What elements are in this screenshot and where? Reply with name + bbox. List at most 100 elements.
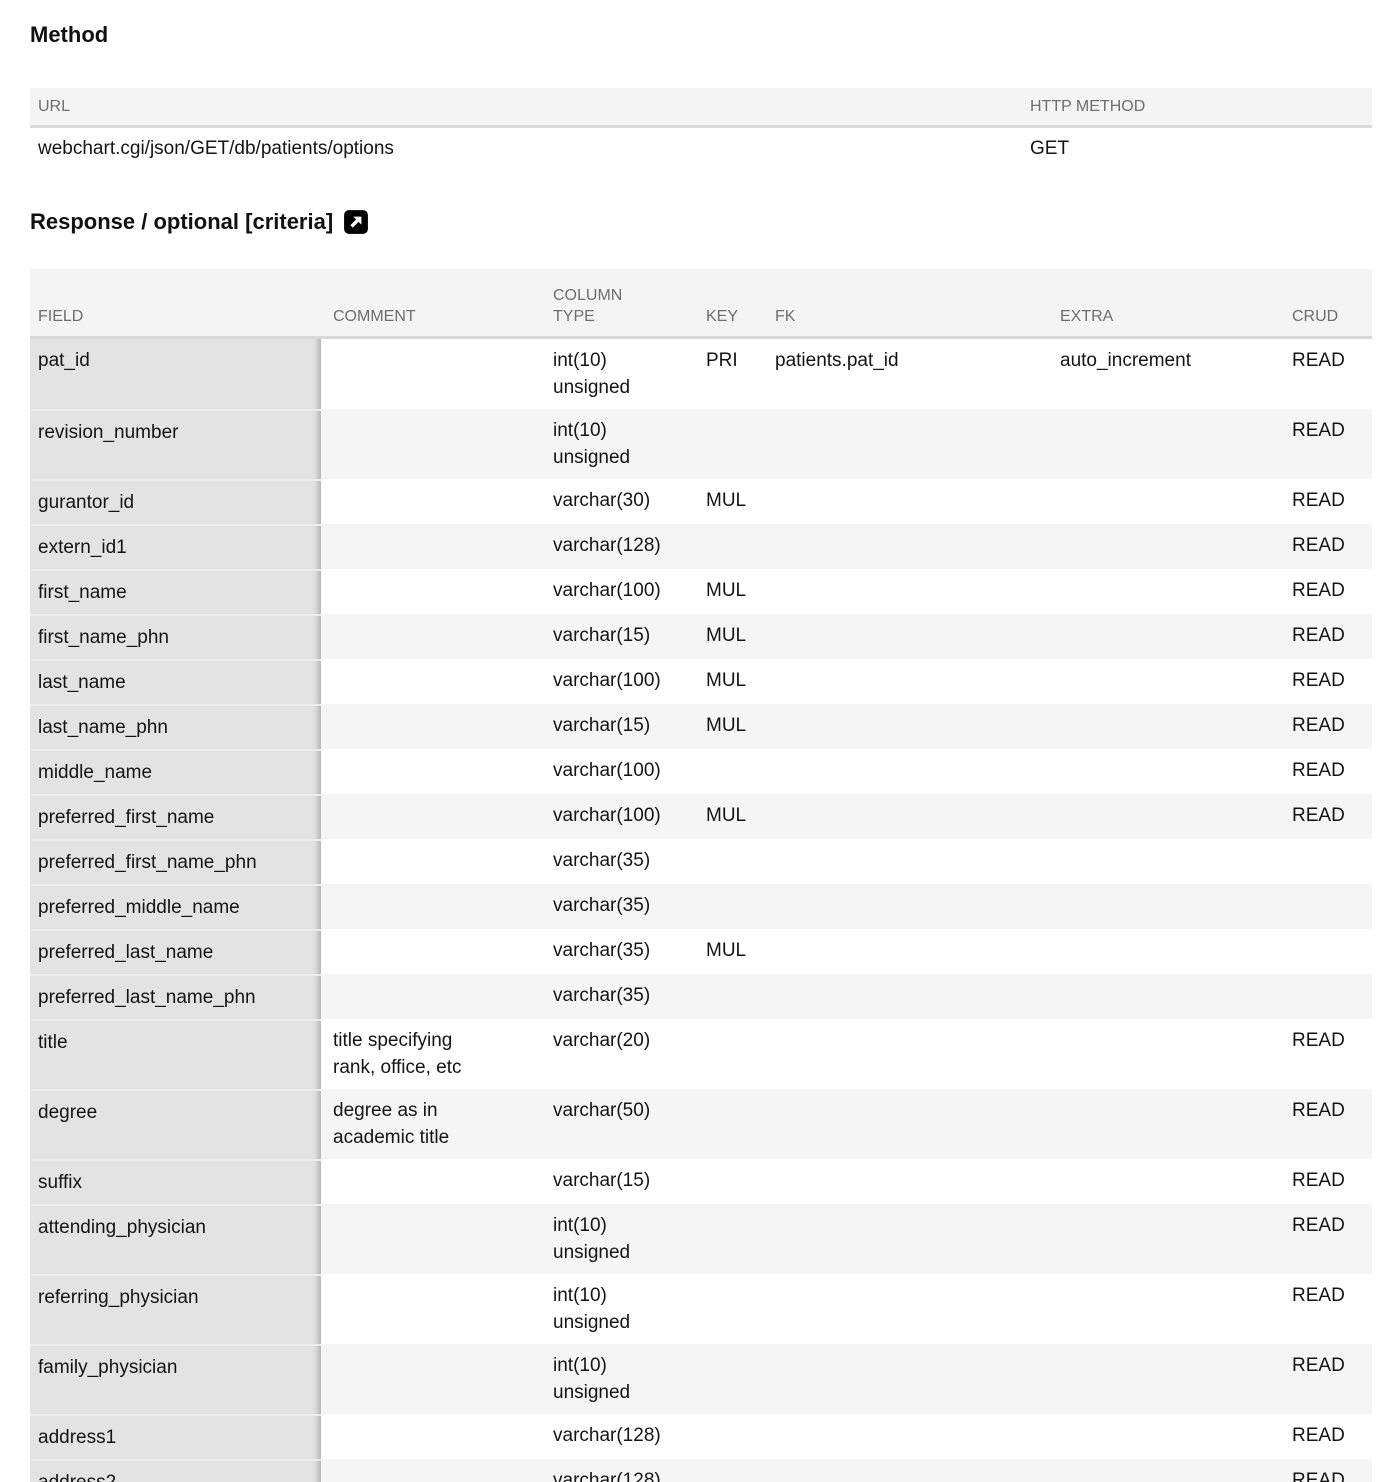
key-cell xyxy=(694,1204,763,1274)
field-name-cell: extern_id1 xyxy=(30,524,321,569)
column-type-cell: varchar(15) xyxy=(553,625,651,646)
crud-cell: READ xyxy=(1292,350,1345,371)
method-table-body: webchart.cgi/json/GET/db/patients/option… xyxy=(30,128,1372,170)
key-cell xyxy=(694,839,763,884)
extra-cell xyxy=(1048,1019,1280,1089)
field-name-cell: address2 xyxy=(30,1459,321,1482)
table-row: last_name varchar(100) MUL READ xyxy=(30,659,1372,704)
crud-cell: READ xyxy=(1292,1470,1345,1482)
http-method-column-header: HTTP METHOD xyxy=(1030,98,1146,115)
key-cell xyxy=(694,524,763,569)
comment-cell xyxy=(321,884,541,929)
key-cell: MUL xyxy=(706,580,747,601)
key-cell: PRI xyxy=(706,350,738,371)
comment-cell xyxy=(321,1159,541,1204)
comment-cell xyxy=(321,749,541,794)
http-method-value: GET xyxy=(1030,138,1070,159)
comment-cell xyxy=(321,339,541,409)
extra-cell xyxy=(1048,1344,1280,1414)
crud-cell: READ xyxy=(1292,760,1345,781)
table-row: address2 varchar(128) READ xyxy=(30,1459,1372,1482)
crud-cell xyxy=(1280,929,1372,974)
extra-cell xyxy=(1048,569,1280,614)
crud-cell: READ xyxy=(1292,490,1345,511)
extra-cell xyxy=(1048,1089,1280,1159)
key-cell xyxy=(694,1274,763,1344)
column-type-cell: varchar(35) xyxy=(553,850,651,871)
column-type-cell: int(10) unsigned xyxy=(553,1355,631,1403)
fk-cell xyxy=(763,794,1048,839)
fk-cell xyxy=(763,1159,1048,1204)
key-cell: MUL xyxy=(706,670,747,691)
comment-cell xyxy=(321,1274,541,1344)
crud-cell xyxy=(1280,884,1372,929)
response-heading: Response / optional [criteria] xyxy=(30,208,1372,235)
field-name-cell: suffix xyxy=(30,1159,321,1204)
column-type-cell: varchar(35) xyxy=(553,940,651,961)
field-column-header: FIELD xyxy=(38,308,84,325)
table-row: preferred_last_name_phn varchar(35) xyxy=(30,974,1372,1019)
fk-cell xyxy=(763,1459,1048,1482)
crud-cell: READ xyxy=(1292,625,1345,646)
column-type-cell: varchar(100) xyxy=(553,670,661,691)
extra-cell xyxy=(1048,409,1280,479)
column-type-cell: varchar(100) xyxy=(553,805,661,826)
comment-cell xyxy=(321,614,541,659)
field-name-cell: last_name xyxy=(30,659,321,704)
external-link-icon[interactable] xyxy=(343,209,369,235)
comment-cell xyxy=(321,524,541,569)
crud-cell: READ xyxy=(1292,715,1345,736)
field-name-cell: degree xyxy=(30,1089,321,1159)
column-type-cell: varchar(128) xyxy=(553,1425,661,1446)
method-table: URL HTTP METHOD webchart.cgi/json/GET/db… xyxy=(30,88,1372,170)
key-cell xyxy=(694,1344,763,1414)
table-row: extern_id1 varchar(128) READ xyxy=(30,524,1372,569)
field-name-cell: preferred_last_name xyxy=(30,929,321,974)
fk-cell xyxy=(763,1204,1048,1274)
crud-cell: READ xyxy=(1292,1425,1345,1446)
comment-cell xyxy=(321,1344,541,1414)
extra-cell xyxy=(1048,929,1280,974)
url-column-header: URL xyxy=(38,98,71,115)
fk-cell xyxy=(763,839,1048,884)
extra-cell xyxy=(1048,839,1280,884)
field-name-cell: title xyxy=(30,1019,321,1089)
extra-cell xyxy=(1048,1414,1280,1459)
column-type-cell: varchar(30) xyxy=(553,490,651,511)
comment-cell xyxy=(321,929,541,974)
method-heading: Method xyxy=(30,22,109,47)
fk-cell xyxy=(763,884,1048,929)
key-cell: MUL xyxy=(706,805,747,826)
extra-cell xyxy=(1048,659,1280,704)
method-table-header: URL HTTP METHOD xyxy=(30,88,1372,128)
extra-cell xyxy=(1048,794,1280,839)
endpoint-url: webchart.cgi/json/GET/db/patients/option… xyxy=(38,138,394,159)
crud-cell: READ xyxy=(1292,1170,1345,1191)
table-row: degree degree as in academic title varch… xyxy=(30,1089,1372,1159)
table-row: preferred_middle_name varchar(35) xyxy=(30,884,1372,929)
table-row: referring_physician int(10) unsigned REA… xyxy=(30,1274,1372,1344)
extra-cell xyxy=(1048,704,1280,749)
fk-cell xyxy=(763,1089,1048,1159)
table-row: pat_id int(10) unsigned PRI patients.pat… xyxy=(30,339,1372,409)
fk-column-header: FK xyxy=(775,308,796,325)
response-fields-table: FIELD COMMENT COLUMN TYPE KEY FK EXTRA C… xyxy=(30,269,1372,1482)
field-name-cell: revision_number xyxy=(30,409,321,479)
table-row: preferred_first_name varchar(100) MUL RE… xyxy=(30,794,1372,839)
key-cell xyxy=(694,1414,763,1459)
table-row: first_name varchar(100) MUL READ xyxy=(30,569,1372,614)
column-type-cell: varchar(128) xyxy=(553,535,661,556)
comment-cell xyxy=(321,659,541,704)
table-row: title title specifying rank, office, etc… xyxy=(30,1019,1372,1089)
comment-cell: title specifying rank, office, etc xyxy=(333,1030,462,1078)
field-name-cell: preferred_last_name_phn xyxy=(30,974,321,1019)
field-name-cell: address1 xyxy=(30,1414,321,1459)
fk-cell xyxy=(763,1019,1048,1089)
method-table-row: webchart.cgi/json/GET/db/patients/option… xyxy=(30,128,1372,170)
field-name-cell: gurantor_id xyxy=(30,479,321,524)
field-name-cell: family_physician xyxy=(30,1344,321,1414)
table-row: attending_physician int(10) unsigned REA… xyxy=(30,1204,1372,1274)
field-name-cell: first_name xyxy=(30,569,321,614)
comment-cell xyxy=(321,704,541,749)
